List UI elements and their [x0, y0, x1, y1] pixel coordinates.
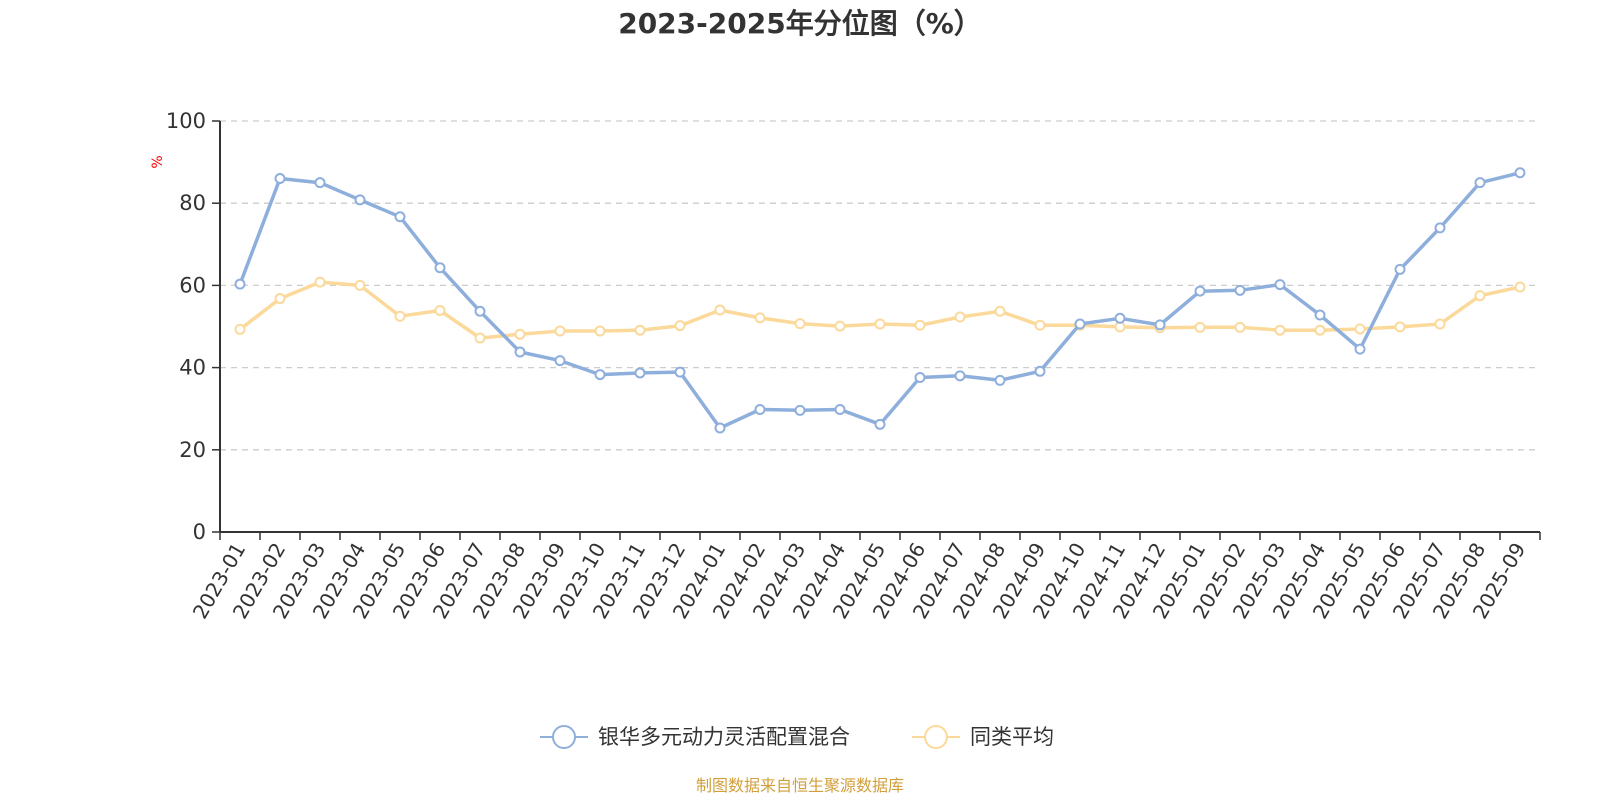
data-point	[1474, 177, 1486, 189]
data-point	[954, 370, 966, 382]
legend-label-fund: 银华多元动力灵活配置混合	[598, 725, 850, 749]
data-point	[1154, 319, 1166, 331]
data-point	[1394, 263, 1406, 275]
data-point	[554, 355, 566, 367]
data-point	[274, 173, 286, 185]
y-tick-label: 40	[179, 356, 206, 380]
data-point	[874, 418, 886, 430]
data-point	[1434, 318, 1446, 330]
y-axis-unit-label-group: %	[150, 155, 166, 168]
data-point	[994, 374, 1006, 386]
y-tick-label: 20	[179, 438, 206, 462]
data-point	[834, 320, 846, 332]
data-point	[1514, 281, 1526, 293]
data-point	[834, 404, 846, 416]
data-point	[1514, 167, 1526, 179]
data-point	[1074, 318, 1086, 330]
data-point	[1114, 312, 1126, 324]
data-point	[794, 318, 806, 330]
data-point	[474, 305, 486, 317]
data-point	[514, 346, 526, 358]
data-point	[234, 323, 246, 335]
data-point	[1314, 324, 1326, 336]
data-point	[1354, 343, 1366, 355]
chart-title: 2023-2025年分位图（%）	[618, 7, 982, 40]
y-axis-unit-label: %	[150, 155, 166, 168]
legend: 银华多元动力灵活配置混合 同类平均	[540, 725, 1054, 749]
legend-item-fund[interactable]: 银华多元动力灵活配置混合	[540, 725, 850, 749]
data-point	[434, 262, 446, 274]
data-point	[1434, 222, 1446, 234]
data-point	[994, 305, 1006, 317]
data-point	[594, 325, 606, 337]
y-tick-label: 100	[166, 109, 206, 133]
data-point	[794, 404, 806, 416]
data-point	[1034, 319, 1046, 331]
series-line	[238, 171, 1522, 430]
axes	[219, 121, 1540, 533]
series-1	[234, 276, 1526, 344]
data-point	[1354, 323, 1366, 335]
data-point	[1234, 321, 1246, 333]
y-axis-ticks: 0 20 40 60 80 100	[166, 109, 220, 544]
data-point	[554, 325, 566, 337]
data-point	[874, 318, 886, 330]
data-point	[594, 369, 606, 381]
data-point	[394, 310, 406, 322]
data-point	[714, 422, 726, 434]
legend-item-peer-average[interactable]: 同类平均	[912, 725, 1054, 749]
data-point	[674, 320, 686, 332]
data-point	[354, 194, 366, 206]
data-point	[234, 278, 246, 290]
data-point	[914, 371, 926, 383]
source-note: 制图数据来自恒生聚源数据库	[696, 776, 904, 795]
y-tick-label: 0	[193, 520, 206, 544]
data-point	[1194, 285, 1206, 297]
series-line	[238, 280, 1522, 340]
data-point	[1474, 290, 1486, 302]
data-point	[914, 319, 926, 331]
data-point	[754, 312, 766, 324]
data-point	[954, 311, 966, 323]
data-point	[634, 324, 646, 336]
data-point	[314, 177, 326, 189]
legend-label-peer-average: 同类平均	[970, 725, 1054, 749]
data-point	[1394, 321, 1406, 333]
data-point	[714, 304, 726, 316]
data-point	[314, 276, 326, 288]
gridlines	[220, 120, 1540, 451]
data-point	[1314, 309, 1326, 321]
data-point	[434, 304, 446, 316]
data-point	[514, 328, 526, 340]
data-point	[1234, 284, 1246, 296]
data-point	[1274, 324, 1286, 336]
y-tick-label: 80	[179, 191, 206, 215]
data-point	[354, 279, 366, 291]
x-axis-ticks: 2023-012023-022023-032023-042023-052023-…	[188, 532, 1541, 623]
series-0	[234, 167, 1526, 434]
data-point	[474, 332, 486, 344]
data-point	[394, 211, 406, 223]
y-tick-label: 60	[179, 273, 206, 297]
data-point	[1194, 321, 1206, 333]
data-point	[754, 404, 766, 416]
legend-marker-peer-average	[924, 725, 948, 749]
data-point	[1034, 365, 1046, 377]
data-point	[274, 293, 286, 305]
data-point	[674, 366, 686, 378]
data-point	[1274, 279, 1286, 291]
legend-marker-fund	[552, 725, 576, 749]
data-point	[634, 367, 646, 379]
series-lines	[234, 167, 1526, 434]
